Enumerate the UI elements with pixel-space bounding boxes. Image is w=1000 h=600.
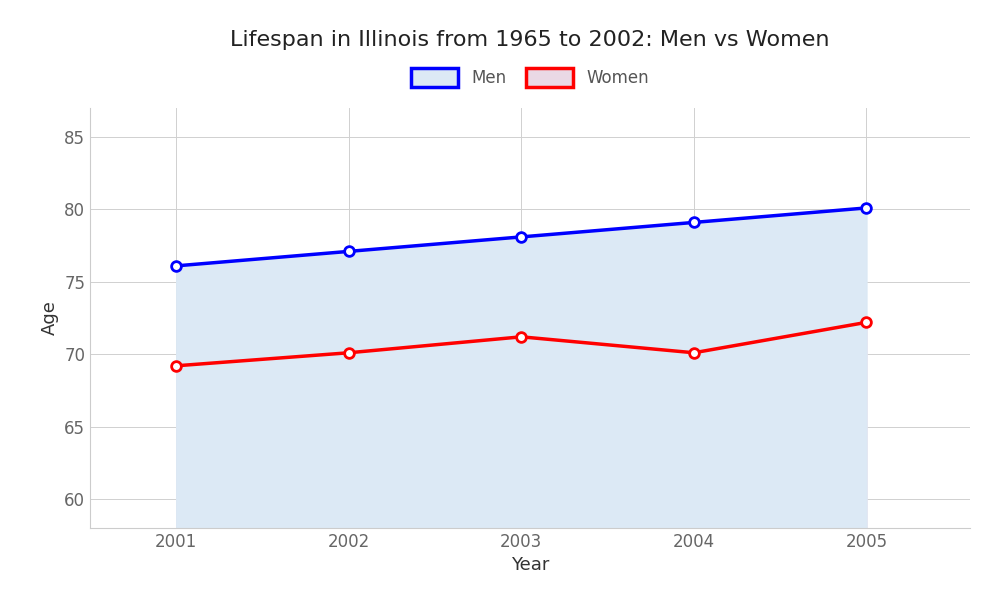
Legend: Men, Women: Men, Women bbox=[404, 62, 656, 94]
Y-axis label: Age: Age bbox=[41, 301, 59, 335]
X-axis label: Year: Year bbox=[511, 556, 549, 574]
Title: Lifespan in Illinois from 1965 to 2002: Men vs Women: Lifespan in Illinois from 1965 to 2002: … bbox=[230, 29, 830, 49]
